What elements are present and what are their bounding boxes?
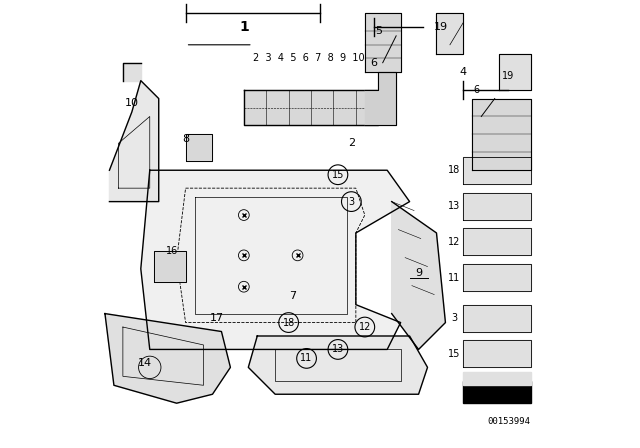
Polygon shape <box>365 13 401 72</box>
Text: 16: 16 <box>166 246 179 256</box>
Text: 2: 2 <box>348 138 355 148</box>
Text: 12: 12 <box>448 237 461 247</box>
Text: 11: 11 <box>448 273 461 283</box>
Text: 18: 18 <box>282 318 295 327</box>
Text: 11: 11 <box>300 353 313 363</box>
Text: 4: 4 <box>460 67 467 77</box>
Polygon shape <box>154 251 186 282</box>
Polygon shape <box>244 90 378 125</box>
Text: 10: 10 <box>125 98 139 108</box>
Text: 5: 5 <box>375 26 381 36</box>
Text: 18: 18 <box>448 165 461 175</box>
Polygon shape <box>365 72 396 125</box>
Text: 15: 15 <box>332 170 344 180</box>
Polygon shape <box>436 13 463 54</box>
Text: 7: 7 <box>289 291 297 301</box>
Text: 17: 17 <box>210 313 224 323</box>
Polygon shape <box>463 264 531 291</box>
Polygon shape <box>248 336 428 394</box>
Polygon shape <box>463 193 531 220</box>
Polygon shape <box>463 305 531 332</box>
Polygon shape <box>463 381 531 403</box>
Text: 19: 19 <box>502 71 515 81</box>
Polygon shape <box>472 99 531 170</box>
Text: 3: 3 <box>451 313 458 323</box>
Text: 12: 12 <box>358 322 371 332</box>
Polygon shape <box>463 340 531 367</box>
Text: 13: 13 <box>332 345 344 354</box>
Polygon shape <box>186 134 212 161</box>
Text: 6: 6 <box>371 58 377 68</box>
Text: 00153994: 00153994 <box>488 417 531 426</box>
Text: 9: 9 <box>415 268 422 278</box>
Text: 13: 13 <box>448 201 461 211</box>
Text: 19: 19 <box>434 22 448 32</box>
Polygon shape <box>463 372 531 385</box>
Polygon shape <box>123 63 141 81</box>
Text: 14: 14 <box>138 358 152 368</box>
Polygon shape <box>463 228 531 255</box>
Polygon shape <box>141 170 410 349</box>
Text: 1: 1 <box>239 20 249 34</box>
Polygon shape <box>109 81 159 202</box>
Polygon shape <box>392 202 445 349</box>
Polygon shape <box>105 314 230 403</box>
Text: 8: 8 <box>182 134 189 144</box>
Text: 2  3  4  5  6  7  8  9  10: 2 3 4 5 6 7 8 9 10 <box>253 53 364 63</box>
Polygon shape <box>499 54 531 90</box>
Text: 15: 15 <box>448 349 461 359</box>
Text: 6: 6 <box>474 85 480 95</box>
Text: 3: 3 <box>348 197 355 207</box>
Polygon shape <box>463 157 531 184</box>
